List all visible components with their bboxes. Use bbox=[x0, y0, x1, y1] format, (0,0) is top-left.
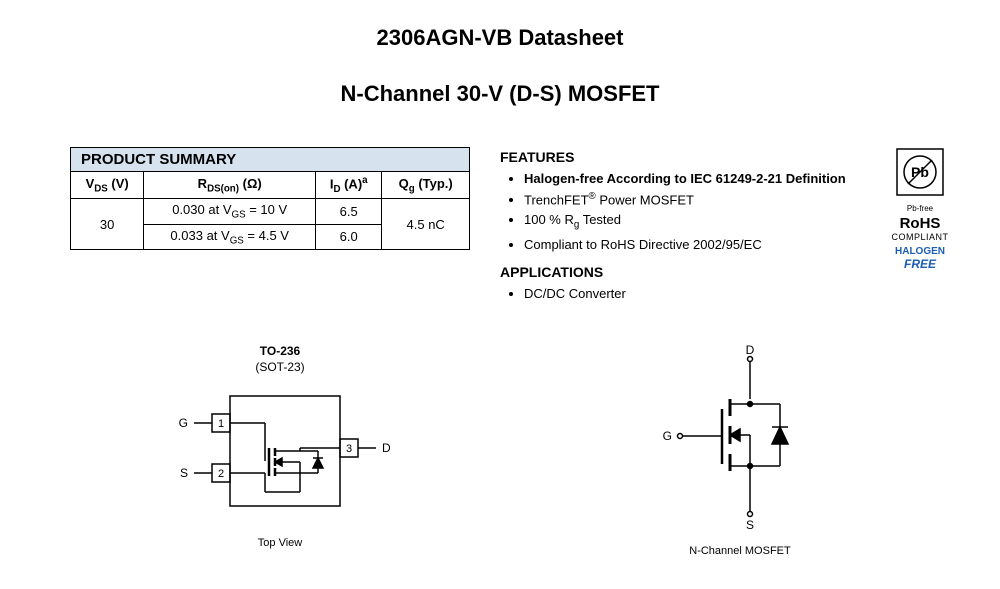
feature-item: Compliant to RoHS Directive 2002/95/EC bbox=[524, 235, 850, 255]
pkg-line2: (SOT-23) bbox=[170, 360, 390, 374]
package-caption: Top View bbox=[170, 537, 390, 549]
svg-text:S: S bbox=[746, 518, 754, 532]
col-id: ID (A)a bbox=[316, 172, 382, 199]
compliance-column: Pb Pb-free RoHS COMPLIANT HALOGEN FREE bbox=[880, 147, 960, 271]
qg-value: 4.5 nC bbox=[382, 198, 470, 249]
col-vds: VDS (V) bbox=[71, 172, 144, 199]
col-qg: Qg (Typ.) bbox=[382, 172, 470, 199]
pb-free-label: Pb-free bbox=[880, 204, 960, 213]
feature-item: 100 % Rg Tested bbox=[524, 210, 850, 233]
schematic-diagram: D G S N-Channel MOSFET bbox=[650, 344, 830, 557]
svg-text:3: 3 bbox=[346, 443, 352, 455]
svg-text:S: S bbox=[180, 466, 188, 480]
features-column: FEATURES Halogen-free According to IEC 6… bbox=[500, 147, 850, 314]
schematic-svg: D G S bbox=[650, 344, 830, 534]
id-row-1: 6.0 bbox=[316, 224, 382, 250]
features-heading: FEATURES bbox=[500, 149, 850, 165]
svg-text:Pb: Pb bbox=[911, 164, 929, 180]
free-label: FREE bbox=[880, 257, 960, 271]
package-svg: G S D 1 2 3 bbox=[170, 376, 390, 526]
pb-free-icon: Pb bbox=[895, 147, 945, 197]
diagram-row: TO-236 (SOT-23) bbox=[40, 344, 960, 557]
features-list: Halogen-free According to IEC 61249-2-21… bbox=[500, 169, 850, 254]
svg-text:D: D bbox=[746, 344, 755, 357]
application-item: DC/DC Converter bbox=[524, 284, 850, 304]
compliant-label: COMPLIANT bbox=[880, 232, 960, 242]
summary-column: PRODUCT SUMMARY VDS (V) RDS(on) (Ω) ID (… bbox=[70, 147, 470, 250]
svg-text:G: G bbox=[663, 429, 672, 443]
page-subtitle: N-Channel 30-V (D-S) MOSFET bbox=[40, 81, 960, 107]
schematic-caption: N-Channel MOSFET bbox=[650, 545, 830, 557]
pkg-line1: TO-236 bbox=[170, 344, 390, 358]
col-rds: RDS(on) (Ω) bbox=[144, 172, 316, 199]
content-row: PRODUCT SUMMARY VDS (V) RDS(on) (Ω) ID (… bbox=[40, 147, 960, 314]
svg-text:G: G bbox=[179, 416, 188, 430]
svg-text:1: 1 bbox=[218, 418, 224, 430]
page-title: 2306AGN-VB Datasheet bbox=[40, 25, 960, 51]
rohs-label: RoHS bbox=[880, 215, 960, 232]
id-row-0: 6.5 bbox=[316, 198, 382, 224]
package-diagram: TO-236 (SOT-23) bbox=[170, 344, 390, 557]
applications-list: DC/DC Converter bbox=[500, 284, 850, 304]
halogen-label: HALOGEN bbox=[880, 246, 960, 257]
summary-heading: PRODUCT SUMMARY bbox=[71, 148, 470, 172]
vds-value: 30 bbox=[71, 198, 144, 249]
feature-item: Halogen-free According to IEC 61249-2-21… bbox=[524, 169, 850, 189]
rds-row-1: 0.033 at VGS = 4.5 V bbox=[144, 224, 316, 250]
svg-text:D: D bbox=[382, 441, 390, 455]
feature-item: TrenchFET® Power MOSFET bbox=[524, 190, 850, 210]
rds-row-0: 0.030 at VGS = 10 V bbox=[144, 198, 316, 224]
applications-heading: APPLICATIONS bbox=[500, 264, 850, 280]
product-summary-table: PRODUCT SUMMARY VDS (V) RDS(on) (Ω) ID (… bbox=[70, 147, 470, 250]
svg-text:2: 2 bbox=[218, 468, 224, 480]
